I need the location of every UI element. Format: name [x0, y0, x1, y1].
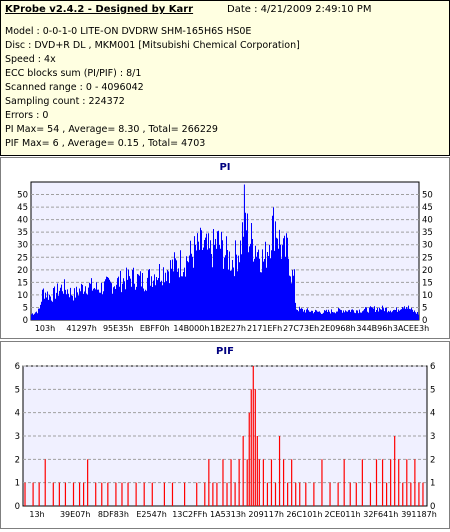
pi-xtick-3: EBFF0h	[140, 324, 170, 333]
pif-ytick-right-4: 4	[430, 409, 435, 419]
errors-line: Errors : 0	[5, 110, 49, 121]
speed-line: Speed : 4x	[5, 54, 56, 65]
pif-ytick-left-2: 2	[15, 455, 20, 465]
pi-xtick-0: 103h	[35, 324, 55, 333]
pif-xtick-8: 2CE011h	[325, 510, 361, 519]
pif-ytick-right-3: 3	[430, 432, 435, 442]
pif-chart: PIF 0 0 1 1 2 2 3 3 4 4 5 5 6 6 13h 39E07h 8DF83h E2547h 13…	[15, 346, 437, 519]
pif-chart-title: PIF	[216, 346, 234, 357]
pi-ytick-left-9: 45	[17, 203, 28, 213]
pif-xtick-2: 8DF83h	[98, 510, 129, 519]
pi-xtick-10: 3ACEE3h	[393, 324, 429, 333]
pif-xtick-4: 13C2FFh	[172, 510, 207, 519]
pi-xtick-1: 41297h	[66, 324, 97, 333]
pi-ytick-left-8: 40	[17, 216, 28, 226]
pif-ytick-right-5: 5	[430, 385, 435, 395]
pi-xtick-7: 27C73Eh	[283, 324, 319, 333]
pif-chart-panel: PIF 0 0 1 1 2 2 3 3 4 4 5 5 6 6 13h 39E07h 8DF83h E2547h 13…	[0, 341, 450, 529]
disc-line: Disc : DVD+R DL , MKM001 [Mitsubishi Che…	[5, 40, 300, 51]
pif-ytick-left-5: 5	[15, 385, 20, 395]
pi-chart-panel: PI 0 0 5 5 10 10 15 15 20 20 25 25 30 30 35 35 40 40 45 45 50…	[0, 157, 450, 339]
pif-ytick-left-3: 3	[15, 432, 20, 442]
pi-xtick-4: 14B000h	[173, 324, 209, 333]
info-panel: KProbe v2.4.2 - Designed by Karr Date : …	[0, 0, 450, 156]
pif-ytick-left-0: 0	[15, 502, 20, 512]
pi-ytick-right-9: 45	[422, 203, 433, 213]
pi-xtick-6: 2171EFh	[247, 324, 282, 333]
model-line: Model : 0-0-1-0 LITE-ON DVDRW SHM-165H6S…	[5, 26, 252, 37]
pi-chart: PI 0 0 5 5 10 10 15 15 20 20 25 25 30 30 35 35 40 40 45 45 50…	[17, 162, 433, 333]
pi-ytick-left-1: 5	[23, 303, 28, 313]
pif-ytick-right-0: 0	[430, 502, 435, 512]
sampling-line: Sampling count : 224372	[5, 96, 125, 107]
pi-ytick-left-10: 50	[17, 191, 28, 201]
pif-ytick-right-1: 1	[430, 479, 435, 489]
pif-xtick-10: 391187h	[401, 510, 437, 519]
app-title: KProbe v2.4.2 - Designed by Karr	[5, 4, 194, 15]
pif-xtick-6: 209117h	[248, 510, 284, 519]
pi-ytick-right-2: 10	[422, 291, 433, 301]
pi-xtick-9: 344B96h	[356, 324, 392, 333]
pi-xtick-8: 2E0968h	[320, 324, 356, 333]
pi-xtick-2: 95E35h	[103, 324, 133, 333]
pi-ytick-right-0: 0	[422, 316, 427, 326]
pi-summary-line: PI Max= 54 , Average= 8.30 , Total= 2662…	[5, 124, 218, 135]
pif-ytick-right-6: 6	[430, 362, 435, 372]
range-line: Scanned range : 0 - 4096042	[5, 82, 144, 93]
pi-series-area	[31, 194, 419, 320]
pi-ytick-left-0: 0	[23, 316, 28, 326]
pi-ytick-left-7: 35	[17, 228, 28, 238]
pi-ytick-right-3: 15	[422, 278, 433, 288]
pif-xtick-5: 1A5313h	[210, 510, 246, 519]
pif-ytick-right-2: 2	[430, 455, 435, 465]
pi-ytick-left-6: 30	[17, 241, 28, 251]
pi-ytick-right-1: 5	[422, 303, 427, 313]
pi-ytick-left-2: 10	[17, 291, 28, 301]
pif-xtick-7: 26C101h	[286, 510, 322, 519]
pi-ytick-left-5: 25	[17, 253, 28, 263]
pif-ytick-left-4: 4	[15, 409, 20, 419]
pi-ytick-right-8: 40	[422, 216, 433, 226]
pif-xtick-0: 13h	[29, 510, 44, 519]
ecc-line: ECC blocks sum (PI/PIF) : 8/1	[5, 68, 142, 79]
scan-date: Date : 4/21/2009 2:49:10 PM	[227, 4, 372, 15]
pi-chart-title: PI	[219, 162, 230, 173]
pi-ytick-right-4: 20	[422, 266, 433, 276]
pi-ytick-left-3: 15	[17, 278, 28, 288]
pi-ytick-right-10: 50	[422, 191, 433, 201]
pif-summary-line: PIF Max= 6 , Average= 0.15 , Total= 4703	[5, 138, 206, 149]
pif-xtick-9: 32F641h	[363, 510, 398, 519]
pi-ytick-right-5: 25	[422, 253, 433, 263]
pif-xtick-1: 39E07h	[60, 510, 90, 519]
pi-xtick-5: 1B2E27h	[210, 324, 246, 333]
pi-ytick-left-4: 20	[17, 266, 28, 276]
pif-xtick-3: E2547h	[136, 510, 166, 519]
pif-ytick-left-1: 1	[15, 479, 20, 489]
pif-ytick-left-6: 6	[15, 362, 20, 372]
pi-ytick-right-7: 35	[422, 228, 433, 238]
pi-ytick-right-6: 30	[422, 241, 433, 251]
